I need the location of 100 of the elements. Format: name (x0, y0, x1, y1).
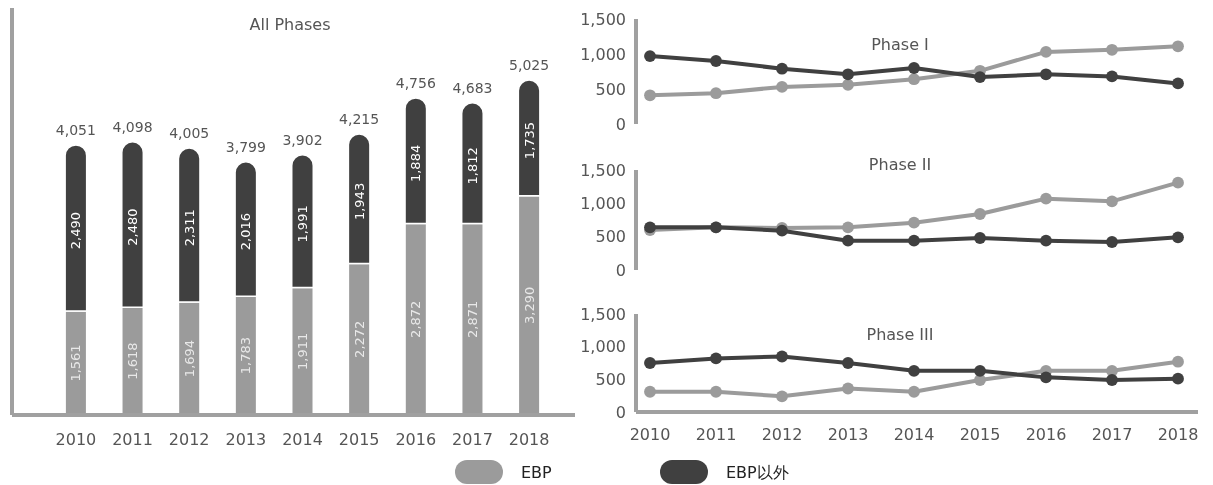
point (908, 73, 920, 86)
x-tick-label: 2011 (112, 430, 153, 449)
point (644, 50, 656, 63)
y-tick-label: 1,500 (580, 304, 626, 324)
point (908, 385, 920, 398)
data-label: 1,943 (351, 182, 367, 221)
total-label: 4,215 (339, 111, 380, 127)
point (776, 80, 788, 93)
point (1172, 372, 1184, 385)
point (1172, 40, 1184, 53)
data-label: 3,290 (521, 286, 537, 324)
y-tick-label: 0 (615, 260, 626, 280)
x-tick-label: 2015 (338, 430, 380, 449)
x-tick-label: 2012 (168, 430, 210, 449)
point (842, 234, 854, 247)
point (1040, 234, 1052, 247)
point (908, 62, 920, 74)
point (1172, 355, 1184, 368)
point (776, 390, 788, 403)
text: Phase I (871, 35, 929, 54)
total-label: 4,098 (112, 118, 153, 135)
total-label: 4,051 (55, 121, 96, 138)
point (710, 87, 722, 100)
y-tick-label: 1,000 (580, 44, 626, 64)
point (908, 234, 920, 247)
x-tick-label: 2010 (629, 425, 671, 444)
point (1040, 371, 1052, 384)
data-label: 1,911 (295, 332, 311, 370)
x-tick-label: 2014 (893, 425, 935, 444)
x-tick-label: 2016 (1025, 425, 1067, 444)
total-label: 3,799 (225, 138, 266, 155)
data-label: 1,783 (238, 336, 254, 375)
total-label: 3,902 (282, 131, 323, 148)
point (1040, 68, 1052, 81)
point (644, 89, 656, 102)
total-label: 4,683 (452, 79, 493, 96)
point (1106, 195, 1118, 208)
point (974, 364, 986, 377)
x-tick-label: 2011 (695, 425, 737, 444)
x-tick-label: 2017 (452, 430, 493, 449)
point (1106, 374, 1118, 386)
x-tick-label: 2013 (225, 430, 267, 449)
data-label: 2,871 (465, 300, 481, 338)
chart-title: All Phases (249, 15, 331, 34)
y-tick-label: 1,000 (580, 193, 626, 213)
point (1172, 231, 1184, 244)
data-label: 1,812 (465, 147, 481, 185)
point (776, 350, 788, 363)
x-tick-label: 2012 (761, 425, 803, 444)
point (776, 62, 788, 75)
x-tick-label: 2010 (55, 430, 97, 449)
point (710, 385, 722, 398)
x-tick-label: 2014 (282, 430, 323, 449)
point (644, 357, 656, 369)
data-label: 2,016 (238, 213, 254, 251)
point (1106, 70, 1118, 83)
point (974, 71, 986, 84)
point (908, 216, 920, 229)
data-label: 2,480 (125, 208, 141, 246)
point (842, 78, 854, 91)
y-tick-label: 500 (595, 79, 626, 99)
point (842, 221, 854, 234)
x-tick-label: 2013 (827, 425, 869, 444)
y-tick-label: 500 (595, 227, 626, 247)
data-label: 1,884 (408, 144, 424, 183)
data-label: 2,272 (351, 320, 367, 358)
total-label: 5,025 (509, 57, 550, 73)
point (1106, 43, 1118, 56)
data-label: 2,311 (181, 209, 197, 247)
total-label: 4,756 (395, 74, 436, 91)
y-tick-label: 500 (595, 369, 626, 389)
x-tick-label: 2018 (1157, 425, 1199, 444)
x-tick-label: 2017 (1091, 425, 1133, 444)
text: Phase III (866, 325, 934, 344)
data-label: 1,735 (521, 121, 537, 160)
chart-title: Phase II (868, 155, 932, 174)
y-tick-label: 1,000 (580, 337, 626, 357)
point (1106, 236, 1118, 248)
point (710, 352, 722, 365)
y-tick-label: 0 (615, 402, 626, 422)
point (842, 68, 854, 81)
y-tick-label: 1,500 (580, 160, 626, 180)
y-tick-label: 0 (615, 114, 626, 134)
point (842, 357, 854, 369)
x-tick-label: 2016 (395, 430, 437, 449)
point (710, 55, 722, 67)
x-tick-label: 2015 (959, 425, 1001, 444)
point (842, 382, 854, 395)
data-label: 1,991 (295, 205, 311, 243)
data-label: 1,561 (68, 344, 84, 382)
point (644, 385, 656, 398)
y-tick-label: 1,500 (580, 9, 626, 29)
data-label: 2,490 (68, 212, 84, 250)
point (908, 364, 920, 377)
data-label: 1,694 (181, 339, 197, 378)
point (1172, 77, 1184, 90)
total-label: 4,005 (169, 125, 210, 141)
point (974, 208, 986, 220)
data-label: 1,618 (125, 342, 141, 380)
point (974, 232, 986, 244)
